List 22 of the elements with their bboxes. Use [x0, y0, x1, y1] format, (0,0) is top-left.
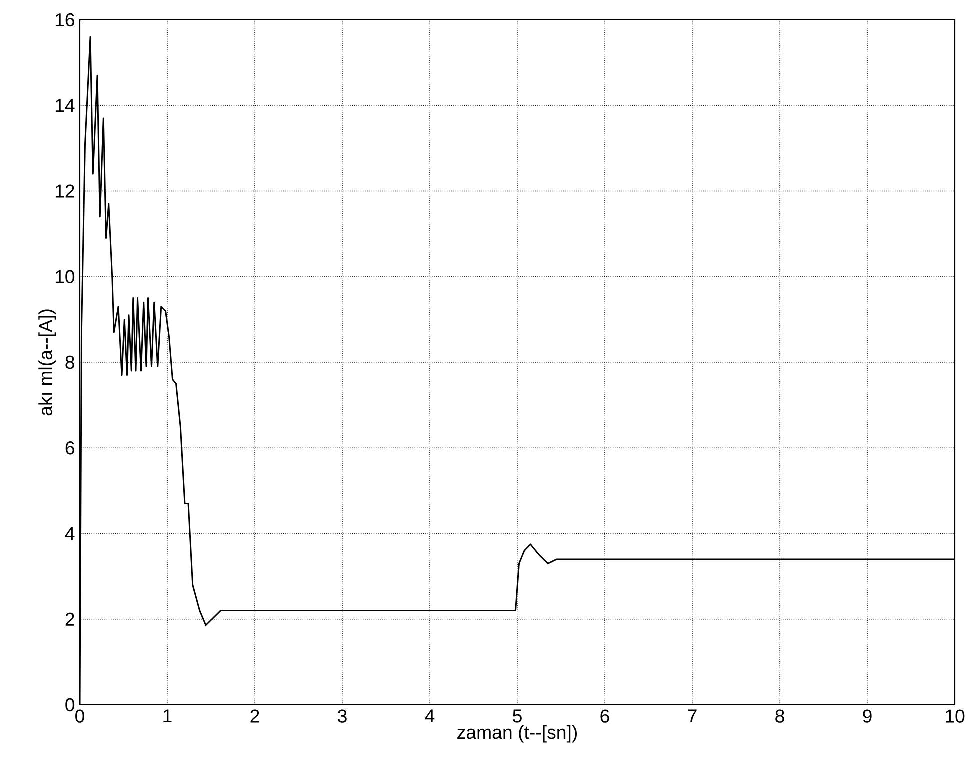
- y-tick-label: 2: [66, 612, 74, 626]
- y-tick-label: 16: [56, 13, 74, 27]
- x-tick-label: 3: [338, 710, 347, 723]
- x-tick-label: 6: [600, 710, 610, 723]
- y-tick-label: 0: [66, 698, 75, 712]
- x-tick-label: 10: [946, 710, 965, 723]
- x-tick-label: 0: [76, 710, 84, 723]
- x-axis-title: zaman (t--[sn]): [458, 725, 578, 743]
- x-tick-label: 5: [513, 710, 522, 723]
- y-tick-label: 12: [56, 184, 74, 198]
- y-tick-label: 10: [56, 270, 75, 284]
- x-tick-label: 7: [688, 710, 697, 723]
- y-tick-label: 6: [66, 442, 74, 455]
- x-tick-label: 8: [776, 710, 784, 723]
- y-tick-label: 4: [65, 527, 75, 540]
- x-tick-label: 1: [164, 710, 172, 723]
- x-tick-label: 9: [863, 710, 872, 723]
- x-tick-label: 4: [425, 710, 435, 723]
- y-tick-label: 8: [66, 356, 74, 370]
- y-axis-title: akı ml(a--[A]): [38, 310, 56, 416]
- x-tick-label: 2: [250, 710, 260, 723]
- y-tick-label: 14: [56, 99, 75, 112]
